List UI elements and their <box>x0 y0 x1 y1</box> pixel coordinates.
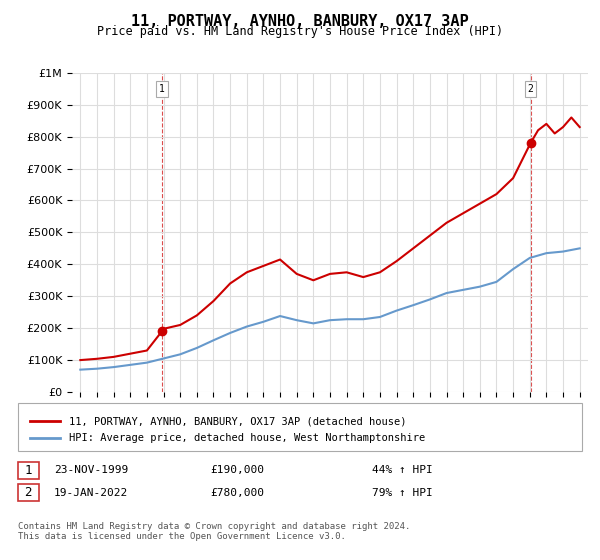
Text: £780,000: £780,000 <box>210 488 264 498</box>
Text: HPI: Average price, detached house, West Northamptonshire: HPI: Average price, detached house, West… <box>69 433 425 443</box>
Text: 1: 1 <box>159 84 165 94</box>
Text: 19-JAN-2022: 19-JAN-2022 <box>54 488 128 498</box>
Text: 2: 2 <box>25 486 32 500</box>
Text: £190,000: £190,000 <box>210 465 264 475</box>
Text: 23-NOV-1999: 23-NOV-1999 <box>54 465 128 475</box>
Text: 11, PORTWAY, AYNHO, BANBURY, OX17 3AP: 11, PORTWAY, AYNHO, BANBURY, OX17 3AP <box>131 14 469 29</box>
Text: Price paid vs. HM Land Registry's House Price Index (HPI): Price paid vs. HM Land Registry's House … <box>97 25 503 38</box>
Text: 11, PORTWAY, AYNHO, BANBURY, OX17 3AP (detached house): 11, PORTWAY, AYNHO, BANBURY, OX17 3AP (d… <box>69 416 407 426</box>
Text: 44% ↑ HPI: 44% ↑ HPI <box>372 465 433 475</box>
Text: 2: 2 <box>527 84 533 94</box>
Text: Contains HM Land Registry data © Crown copyright and database right 2024.
This d: Contains HM Land Registry data © Crown c… <box>18 522 410 542</box>
Text: 79% ↑ HPI: 79% ↑ HPI <box>372 488 433 498</box>
Text: 1: 1 <box>25 464 32 477</box>
